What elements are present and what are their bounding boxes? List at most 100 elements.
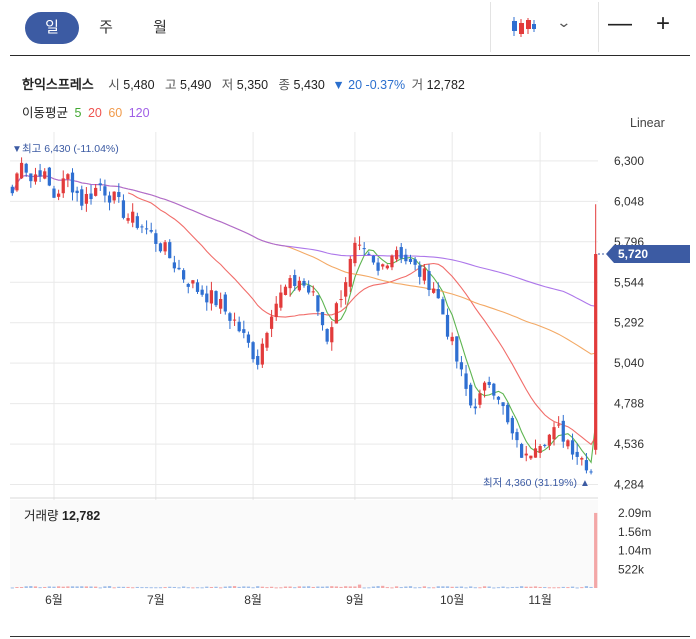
volume-bar <box>501 586 505 588</box>
candle <box>107 195 112 203</box>
volume-bar <box>436 586 440 588</box>
candle <box>552 427 556 440</box>
candle <box>357 244 362 246</box>
volume-bar <box>589 586 593 588</box>
volume-bar <box>29 586 33 588</box>
volume-panel-bg <box>10 500 598 588</box>
candle <box>56 193 61 197</box>
high-value: 5,490 <box>180 78 212 92</box>
volume-bar <box>56 586 61 588</box>
candle <box>413 259 417 265</box>
candlestick-icon[interactable] <box>510 16 536 38</box>
volume-bar <box>107 586 112 588</box>
ma-20-line <box>127 192 597 446</box>
volume-bars <box>10 512 598 589</box>
volume-tick-label: 522k <box>618 562 645 576</box>
volume-bar <box>10 587 14 589</box>
volume-bar <box>43 586 47 588</box>
candle <box>547 434 552 446</box>
candle <box>80 189 84 206</box>
candle <box>158 243 163 252</box>
ma-lines <box>11 174 597 464</box>
candles <box>10 157 598 475</box>
volume-bar <box>52 586 56 588</box>
candle <box>19 162 24 179</box>
volume-bar <box>478 587 482 589</box>
volume-bar <box>274 587 278 589</box>
candle <box>209 290 214 304</box>
candle <box>418 265 422 277</box>
volume-bar <box>265 587 269 589</box>
volume-bar <box>450 586 454 588</box>
volume-bar <box>158 587 163 589</box>
volume-bar <box>367 587 371 589</box>
close-value: 5,430 <box>293 78 325 92</box>
candle <box>580 458 584 460</box>
candle <box>594 254 598 450</box>
volume-bar <box>399 587 403 589</box>
candle <box>515 432 519 441</box>
month-tick-label: 6월 <box>45 593 63 607</box>
price-tick-label: 6,300 <box>614 154 644 168</box>
candle <box>501 402 505 407</box>
chart-annotations: ▼ 최고 6,430 (-11.04%) 최저 4,360 (31.19%) ▲ <box>12 143 590 489</box>
candle <box>172 262 176 269</box>
month-tick-label: 8월 <box>244 593 262 607</box>
candle <box>283 286 288 295</box>
candle <box>339 299 343 301</box>
candle <box>24 163 28 173</box>
candle <box>140 226 144 228</box>
volume-bar <box>482 586 487 588</box>
min-price-label: 최저 4,360 (31.19%) <box>483 477 577 489</box>
volume-bar <box>293 587 297 589</box>
volume-bar <box>566 587 570 589</box>
tab-monthly[interactable]: 월 <box>153 19 167 36</box>
candle <box>344 282 348 297</box>
scale-toggle-button[interactable]: Linear <box>630 116 665 130</box>
volume-bar <box>320 586 325 588</box>
candle <box>492 383 496 396</box>
price-tick-label: 4,788 <box>614 397 644 411</box>
volume-bar <box>344 586 348 588</box>
tab-daily[interactable]: 일 <box>25 12 79 44</box>
candle <box>353 242 357 264</box>
volume-bar <box>260 586 264 588</box>
volume-bar <box>75 586 79 588</box>
volume-bar <box>570 586 575 588</box>
ma-60-line <box>11 174 596 355</box>
volume-bar <box>515 586 519 588</box>
price-tick-label: 4,536 <box>614 437 644 451</box>
candle <box>269 316 274 329</box>
candle <box>274 303 278 318</box>
low-label: 저 <box>221 78 234 92</box>
volume-bar <box>214 586 218 588</box>
volume-bar <box>256 586 260 588</box>
volume-bar <box>464 587 468 589</box>
zoom-out-button[interactable]: — <box>608 10 632 37</box>
candle <box>98 183 102 186</box>
volume-bar <box>154 587 158 589</box>
ma-legend: 이동평균 5 20 60 120 <box>22 102 150 121</box>
volume-bar <box>376 586 380 588</box>
candle <box>43 171 47 179</box>
candle <box>200 289 204 295</box>
chart-toolbar: 일 주 월 ⌄ — + <box>10 0 690 56</box>
candle <box>228 313 232 321</box>
volume-bar <box>223 586 227 588</box>
volume-bar <box>469 586 473 588</box>
candle <box>66 174 70 180</box>
candle <box>177 267 181 270</box>
stock-name: 한익스프레스 <box>22 77 94 92</box>
volume-bar <box>348 586 352 588</box>
volume-bar <box>330 586 334 588</box>
candle <box>103 186 107 196</box>
candle <box>29 173 33 182</box>
volume-bar <box>149 587 153 589</box>
candle <box>94 187 98 196</box>
chevron-down-icon[interactable]: ⌄ <box>556 14 572 30</box>
zoom-in-button[interactable]: + <box>656 10 671 37</box>
candle <box>288 278 292 289</box>
tab-weekly[interactable]: 주 <box>99 19 113 36</box>
price-tick-label: 5,544 <box>614 275 644 289</box>
candle <box>334 303 339 324</box>
